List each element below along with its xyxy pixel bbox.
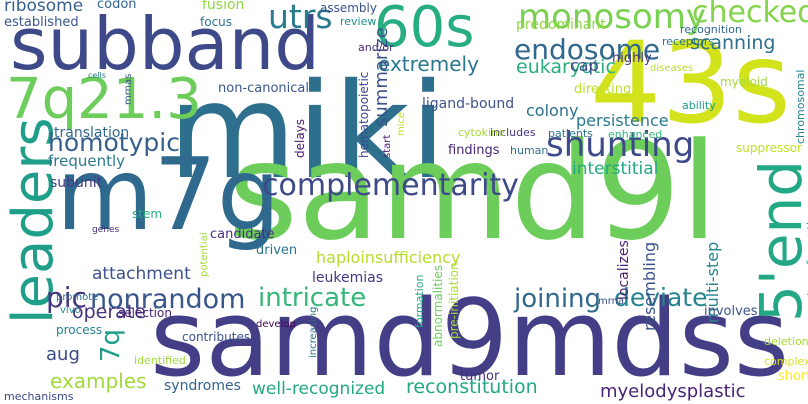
- word-42: haploinsufficiency: [316, 248, 461, 267]
- word-43: leukemias: [312, 270, 383, 286]
- word-17: pic: [46, 281, 87, 314]
- word-0: miki: [168, 55, 447, 209]
- word-96: pre-initiation: [447, 262, 461, 339]
- word-63: includes: [490, 126, 536, 139]
- word-94: abnormalities: [431, 264, 445, 347]
- word-49: assembly: [320, 1, 377, 15]
- word-38: persistence: [576, 111, 669, 130]
- word-31: well-recognized: [252, 379, 386, 399]
- word-90: increasing: [308, 306, 319, 358]
- word-30: attachment: [92, 264, 191, 284]
- word-40: ligand-bound: [422, 96, 515, 112]
- word-83: promote: [56, 292, 99, 303]
- word-21: joining: [514, 284, 602, 314]
- word-50: predominant: [516, 17, 606, 33]
- word-1: samd9l: [228, 114, 719, 270]
- word-88: contributes: [182, 330, 251, 344]
- word-41: non-canonical: [218, 81, 310, 96]
- word-23: extremely: [378, 52, 479, 76]
- word-86: develop: [256, 319, 296, 330]
- word-69: hematopoietic: [357, 71, 371, 158]
- word-89: identified: [134, 354, 186, 367]
- word-95: formation: [413, 274, 426, 328]
- word-19: intricate: [258, 283, 367, 313]
- word-47: focus: [200, 15, 233, 29]
- word-75: translation: [54, 125, 130, 141]
- word-20: deviate: [614, 283, 708, 312]
- word-81: driven: [256, 243, 298, 258]
- word-33: myelodysplastic: [600, 381, 746, 402]
- word-74: cells: [88, 71, 106, 80]
- word-5: m7g: [56, 136, 281, 253]
- word-22: eukaryotic: [516, 56, 616, 78]
- word-24: scanning: [690, 32, 776, 54]
- word-71: start: [382, 134, 393, 158]
- word-59: ability: [682, 99, 716, 112]
- word-45: established: [4, 15, 79, 30]
- word-99: involves: [704, 304, 758, 319]
- word-10: complementarity: [262, 168, 519, 203]
- word-70: delays: [293, 118, 307, 158]
- word-3: 43s: [590, 19, 791, 149]
- word-12: monosomy: [518, 0, 707, 37]
- word-4: subband: [10, 2, 321, 86]
- word-61: enhanced: [608, 128, 663, 141]
- word-76: frequently: [48, 152, 126, 170]
- word-54: receptors: [662, 35, 715, 48]
- word-25: cap: [570, 56, 599, 75]
- word-67: suppressor: [736, 141, 802, 155]
- word-28: examples: [50, 369, 147, 393]
- word-79: genes: [92, 225, 120, 235]
- word-92: mechanisms: [4, 390, 74, 403]
- word-78: stem: [132, 207, 163, 221]
- word-57: diseases: [650, 63, 694, 74]
- word-34: resembling: [640, 241, 659, 331]
- word-51: review: [340, 15, 377, 28]
- word-29: operate: [72, 301, 146, 323]
- word-13: endosome: [514, 33, 661, 66]
- word-58: chromosomal: [794, 69, 807, 144]
- word-56: myeloid: [720, 75, 768, 89]
- word-84: vivo: [60, 305, 81, 316]
- word-64: cytokine: [458, 126, 505, 139]
- word-16: nonrandom: [90, 284, 246, 315]
- word-77: subunit: [50, 175, 103, 191]
- word-73: mrnas: [123, 73, 134, 105]
- word-18: utrs: [268, 0, 333, 36]
- word-91: syndromes: [164, 378, 241, 394]
- word-14: checked: [692, 0, 808, 30]
- word-60: directing: [574, 82, 632, 97]
- word-100: deletion: [764, 335, 808, 348]
- word-37: interstitial: [572, 159, 659, 179]
- word-101: complex: [764, 355, 808, 368]
- word-65: findings: [448, 143, 500, 158]
- word-7: 60s: [374, 0, 475, 60]
- word-98: localizes: [616, 240, 632, 300]
- word-52: and/or: [358, 41, 394, 54]
- word-32: reconstitution: [406, 376, 538, 398]
- word-85: selection: [118, 306, 172, 320]
- word-15: homotypic: [48, 128, 180, 157]
- word-66: human: [510, 144, 549, 157]
- word-55: highly: [612, 51, 652, 66]
- word-48: codon: [97, 0, 137, 12]
- word-26: aug: [46, 344, 80, 365]
- word-46: fusion: [202, 0, 245, 13]
- word-2: samd9mdss: [150, 277, 790, 400]
- word-97: mrna: [598, 296, 625, 307]
- word-11: shunting: [546, 125, 695, 165]
- word-53: recognition: [680, 23, 742, 36]
- word-39: colony: [526, 101, 579, 120]
- word-6: 7q21.3: [6, 67, 202, 132]
- word-80: candidate: [210, 227, 275, 242]
- word-44: ribosome: [4, 0, 84, 16]
- word-72: mice: [396, 111, 407, 136]
- word-9: 5'end: [747, 159, 808, 322]
- word-82: potential: [199, 232, 210, 277]
- word-102: short: [778, 369, 808, 384]
- word-87: process: [56, 323, 103, 337]
- word-93: tumor: [460, 369, 500, 384]
- word-62: patients: [548, 127, 593, 140]
